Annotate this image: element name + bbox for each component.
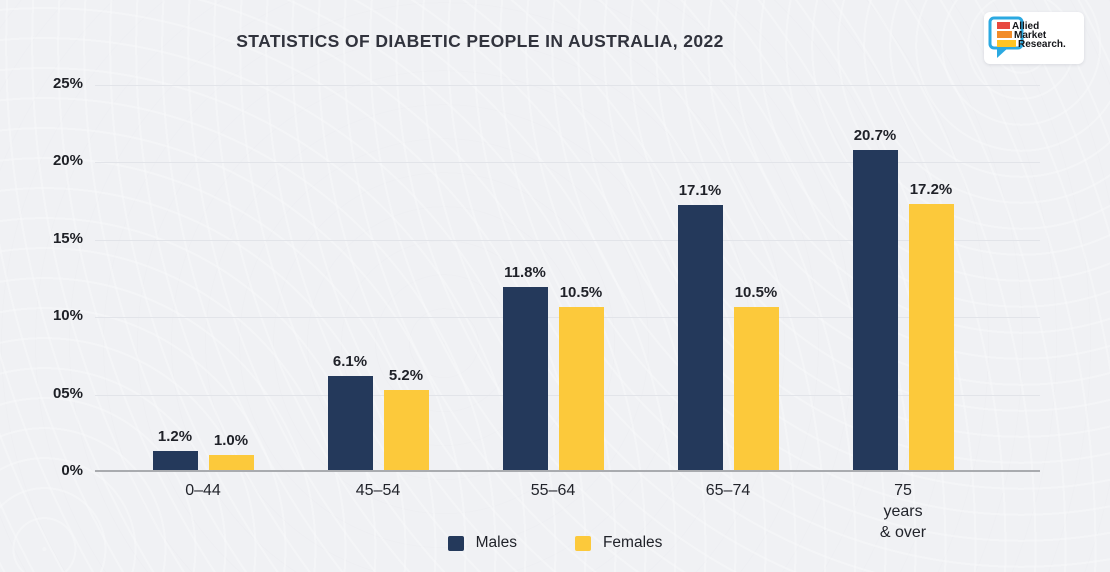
bar-females (558, 307, 604, 470)
y-tick-label: 10% (52, 307, 83, 325)
bar-value-label: 5.2% (388, 366, 424, 384)
x-category-label: 55–64 (530, 482, 576, 499)
bar-males (502, 287, 548, 470)
legend: Males Females (0, 534, 1110, 552)
bar-group: 11.8% 10.5% 55–64 (493, 85, 613, 499)
y-tick-label: 20% (52, 152, 83, 170)
bar-wrap: 10.5% (733, 284, 779, 470)
logo-bar-red (997, 22, 1010, 29)
bar-value-label: 1.2% (157, 428, 193, 446)
gridline (95, 85, 1040, 86)
plot-area: 1.2% 1.0% 0–44 6.1% 5.2% 45–54 11.8% 10.5% 55–64… (95, 85, 1040, 541)
bar-females (908, 203, 954, 470)
bar-females (733, 307, 779, 470)
bar-value-label: 20.7% (853, 126, 897, 144)
logo-text-line2: Market (1014, 30, 1047, 41)
bar-value-label: 17.1% (678, 182, 722, 200)
logo-text-line1: Allied (1012, 21, 1039, 32)
bar-wrap: 10.5% (558, 284, 604, 470)
bar-group: 1.2% 1.0% 0–44 (143, 85, 263, 499)
chart-title: STATISTICS OF DIABETIC PEOPLE IN AUSTRAL… (236, 31, 724, 51)
bar-males (152, 451, 198, 470)
speech-bubble-tail-icon (997, 47, 1009, 58)
amr-logo: Allied Market Research. (984, 12, 1084, 64)
y-tick-label: 05% (52, 384, 83, 402)
bar-males (677, 205, 723, 470)
logo-bar-yellow (997, 40, 1016, 47)
x-category-label: 45–54 (355, 482, 401, 499)
males-swatch (447, 535, 464, 551)
legend-label-females: Females (602, 534, 663, 551)
bar-value-label: 17.2% (909, 180, 953, 198)
bar-males (852, 149, 898, 470)
y-tick-label: 25% (52, 75, 83, 92)
x-category-label: 75 years & over (879, 482, 927, 541)
bar-value-label: 6.1% (332, 352, 368, 370)
legend-item-females: Females (574, 534, 663, 552)
x-category-label: 65–74 (705, 482, 751, 499)
bar-wrap: 17.2% (908, 180, 954, 470)
bar-females (208, 454, 254, 470)
allied-market-research-logo-icon: Allied Market Research. (988, 16, 1066, 58)
y-tick-label: 0% (61, 462, 83, 479)
bar-wrap: 1.0% (208, 431, 254, 470)
bar-wrap: 1.2% (152, 428, 198, 470)
bar-group: 6.1% 5.2% 45–54 (318, 85, 438, 499)
bar-males (327, 375, 373, 470)
gridline (95, 239, 1040, 241)
legend-label-males: Males (475, 534, 517, 551)
legend-item-males: Males (447, 534, 517, 552)
bar-value-label: 10.5% (734, 284, 778, 302)
gridline (95, 162, 1040, 164)
bar-group: 20.7% 17.2% 75 years & over (843, 85, 963, 541)
bar-wrap: 5.2% (383, 366, 429, 470)
bar-wrap: 20.7% (852, 126, 898, 470)
bar-wrap: 6.1% (327, 352, 373, 470)
x-category-label: 0–44 (185, 482, 221, 499)
bar-group: 17.1% 10.5% 65–74 (668, 85, 788, 499)
bar-wrap: 17.1% (677, 182, 723, 470)
bar-value-label: 1.0% (213, 431, 249, 449)
bar-value-label: 11.8% (504, 264, 546, 282)
bar-females (383, 389, 429, 470)
logo-text-line3: Research. (1018, 39, 1066, 50)
logo-bar-orange (997, 31, 1012, 38)
bar-wrap: 11.8% (502, 264, 548, 470)
females-swatch (574, 535, 591, 551)
bar-value-label: 10.5% (559, 284, 603, 302)
y-tick-label: 15% (52, 229, 83, 247)
